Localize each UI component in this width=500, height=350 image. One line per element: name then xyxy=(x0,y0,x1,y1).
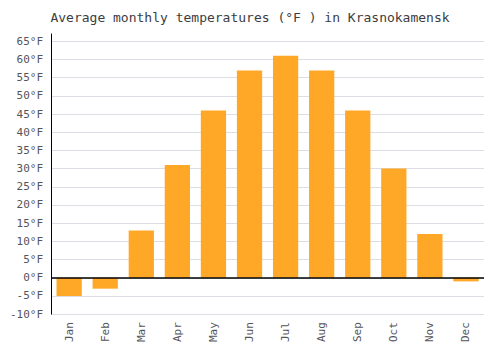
svg-text:10°F: 10°F xyxy=(17,235,44,248)
svg-text:Aug: Aug xyxy=(315,322,328,342)
svg-text:50°F: 50°F xyxy=(17,89,44,102)
svg-text:Jan: Jan xyxy=(63,322,76,342)
svg-text:40°F: 40°F xyxy=(17,126,44,139)
svg-text:Sep: Sep xyxy=(351,322,364,342)
svg-text:Apr: Apr xyxy=(171,322,184,342)
svg-text:45°F: 45°F xyxy=(17,108,44,121)
svg-text:15°F: 15°F xyxy=(17,217,44,230)
svg-text:Jul: Jul xyxy=(279,322,292,342)
svg-text:Dec: Dec xyxy=(459,322,472,342)
svg-text:0°F: 0°F xyxy=(23,271,43,284)
svg-text:-5°F: -5°F xyxy=(17,289,44,302)
svg-text:Oct: Oct xyxy=(387,322,400,342)
svg-text:Mar: Mar xyxy=(135,322,148,342)
svg-text:Feb: Feb xyxy=(99,322,112,342)
svg-text:55°F: 55°F xyxy=(17,71,44,84)
svg-text:-10°F: -10°F xyxy=(10,308,43,321)
svg-text:60°F: 60°F xyxy=(17,53,44,66)
svg-text:May: May xyxy=(207,322,220,342)
svg-text:Average monthly temperatures (: Average monthly temperatures (°F ) in Kr… xyxy=(50,10,449,25)
svg-text:5°F: 5°F xyxy=(23,253,43,266)
svg-text:35°F: 35°F xyxy=(17,144,44,157)
svg-text:Nov: Nov xyxy=(423,322,436,342)
svg-text:20°F: 20°F xyxy=(17,198,44,211)
svg-text:65°F: 65°F xyxy=(17,35,44,48)
svg-text:Jun: Jun xyxy=(243,322,256,342)
svg-text:25°F: 25°F xyxy=(17,180,44,193)
svg-text:30°F: 30°F xyxy=(17,162,44,175)
